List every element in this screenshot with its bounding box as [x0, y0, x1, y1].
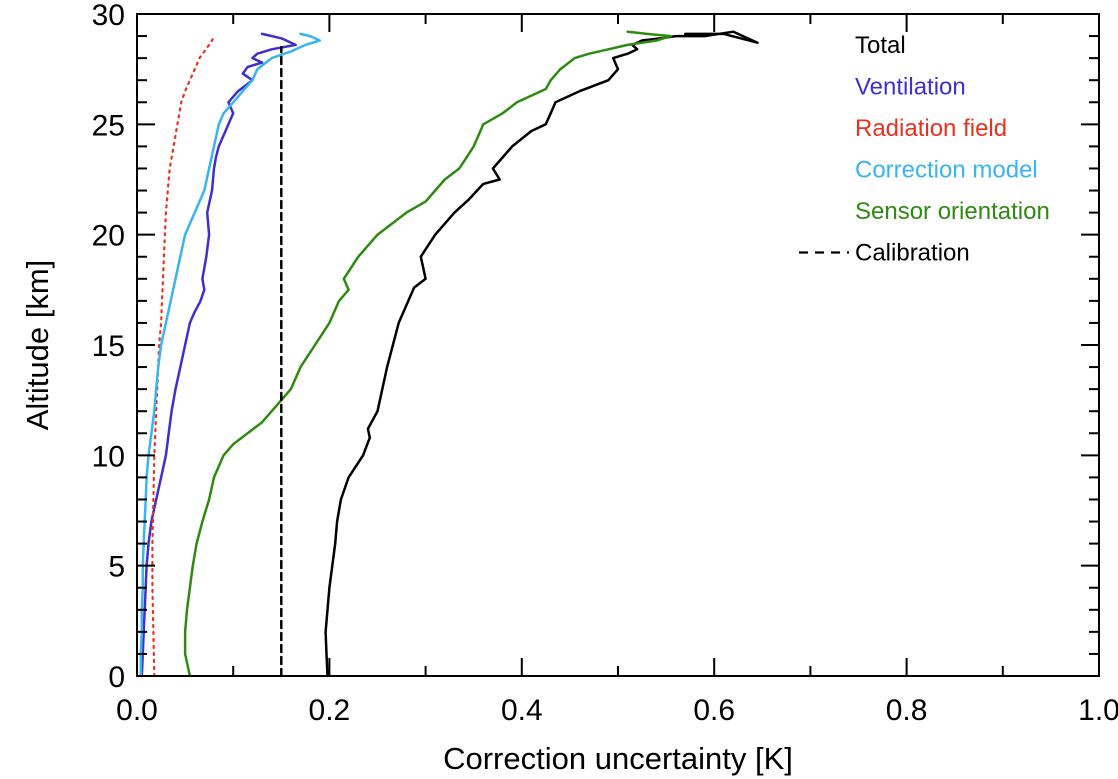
- legend-entry-1: Ventilation: [855, 74, 966, 101]
- y-tick-label: 15: [92, 330, 125, 363]
- y-tick-label: 5: [108, 551, 125, 584]
- y-axis-label: Altitude [km]: [20, 260, 55, 431]
- y-tick-label: 30: [92, 0, 125, 32]
- x-axis-label: Correction uncertainty [K]: [443, 741, 793, 776]
- legend: Total Ventilation Radiation field Correctio…: [799, 32, 1050, 267]
- y-tick-label: 10: [92, 440, 125, 473]
- y-tick-label: 0: [108, 661, 125, 694]
- x-tick-label: 1.0: [1078, 694, 1118, 727]
- series-line-1: [140, 32, 297, 678]
- legend-entry-3: Correction model: [855, 157, 1038, 184]
- x-tick-label: 0.6: [693, 694, 735, 727]
- y-tick-label: 25: [92, 109, 125, 142]
- y-tick-label: 20: [92, 220, 125, 253]
- x-tick-label: 0.4: [501, 694, 543, 727]
- x-tick-label: 0.8: [886, 694, 928, 727]
- x-tick-label: 0.0: [116, 694, 158, 727]
- tick-layer: 0.0 0.2 0.4 0.6 0.8 1.0 0 5 10 15 20 25 30: [92, 0, 1118, 727]
- legend-entry-0: Total: [855, 32, 906, 59]
- x-tick-label: 0.2: [309, 694, 351, 727]
- legend-entry-2: Radiation field: [855, 115, 1007, 142]
- legend-entry-4: Sensor orientation: [855, 198, 1050, 225]
- legend-entry-5: Calibration: [855, 240, 970, 267]
- series-line-4: [183, 30, 673, 678]
